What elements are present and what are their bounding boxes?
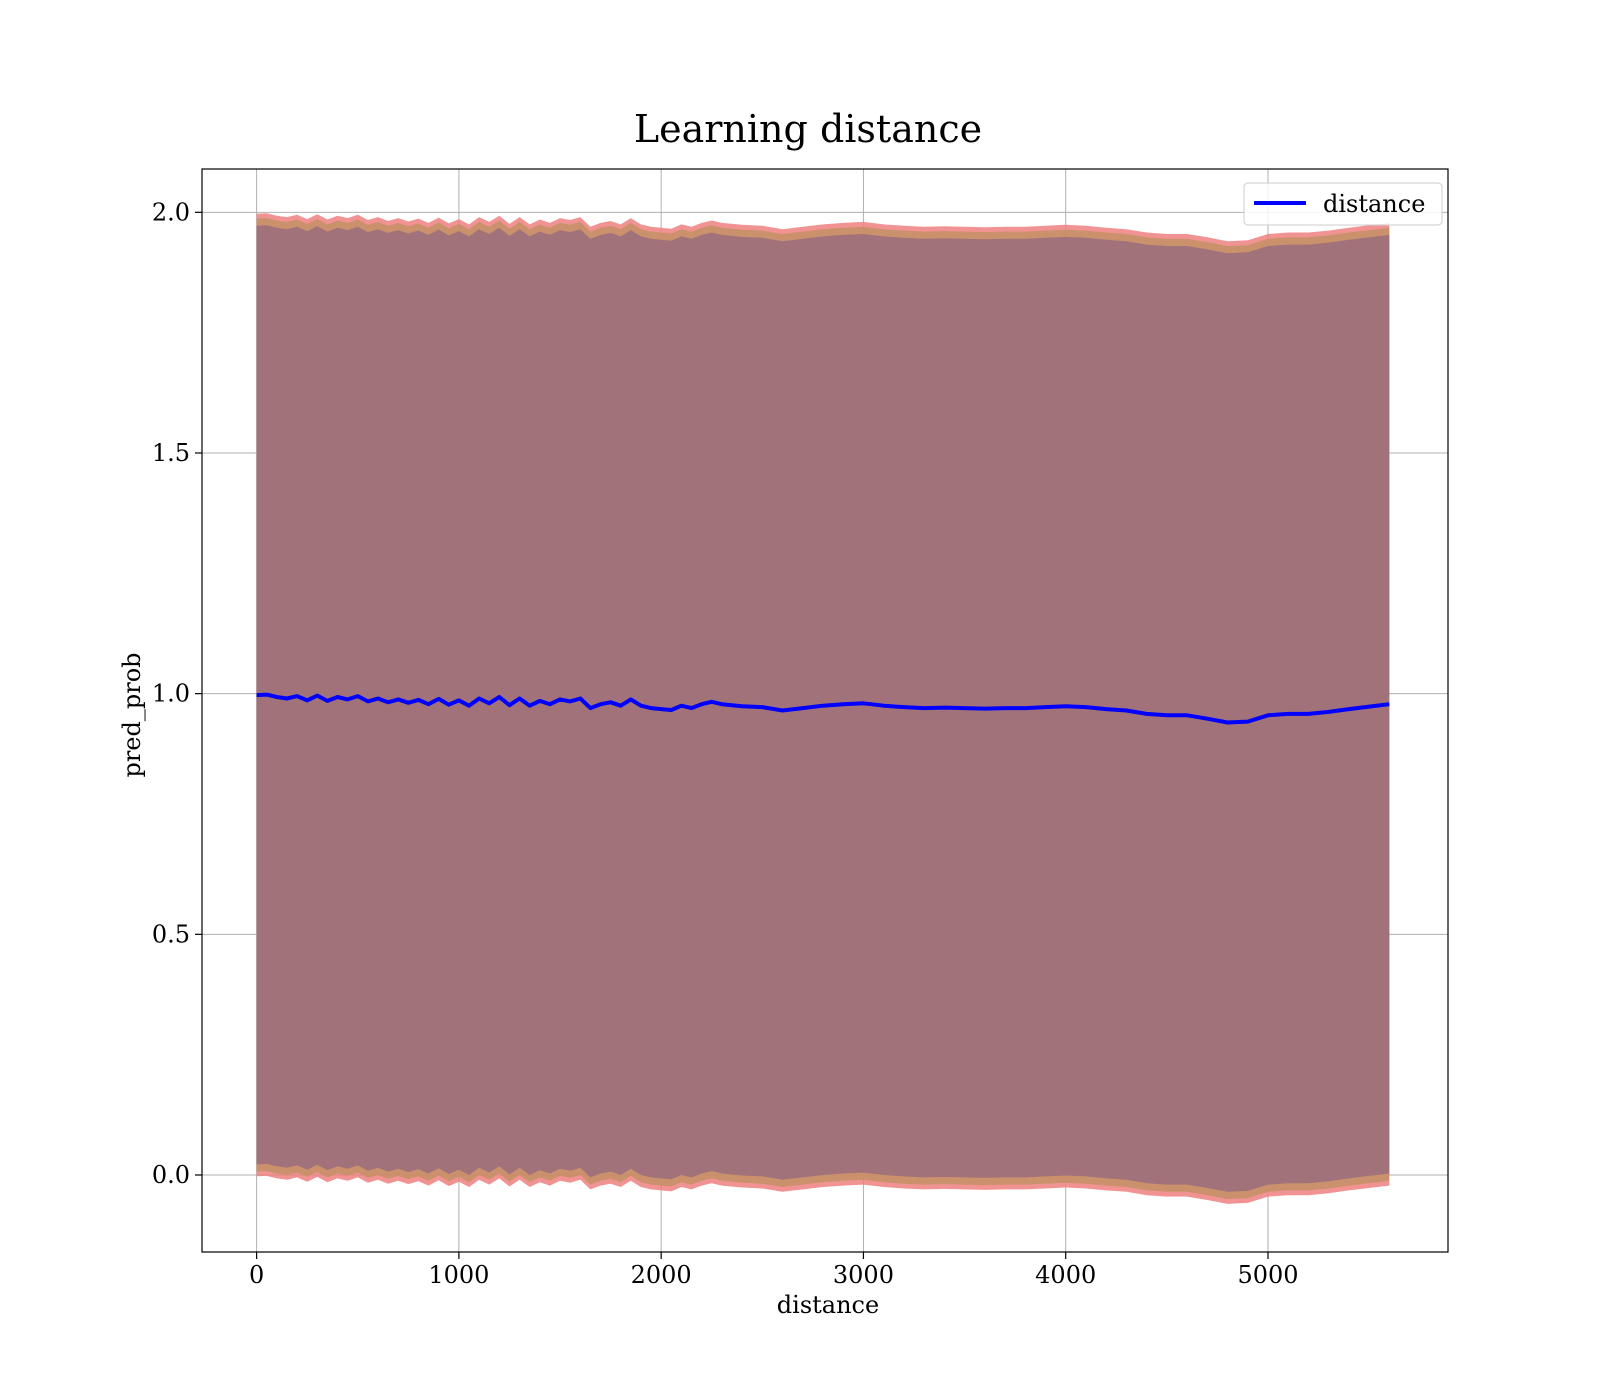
chart-title: Learning distance [634, 107, 982, 151]
band-inner [256, 225, 1390, 1192]
y-tick-label: 0.5 [152, 920, 190, 948]
x-tick-label: 4000 [1035, 1261, 1096, 1289]
legend-label: distance [1323, 190, 1425, 218]
legend: distance [1243, 182, 1443, 226]
y-axis-label: pred_prob [118, 652, 146, 777]
x-tick-label: 3000 [833, 1261, 894, 1289]
x-tick-label: 2000 [631, 1261, 692, 1289]
x-tick-label: 0 [249, 1261, 264, 1289]
series-line-distance [256, 692, 1390, 725]
x-tick-label: 1000 [428, 1261, 489, 1289]
confidence-bands [256, 213, 1390, 1204]
y-tick-label: 1.0 [152, 680, 190, 708]
legend-box [1243, 182, 1443, 226]
series-lines [256, 692, 1390, 725]
x-axis-label: distance [777, 1291, 879, 1319]
y-tick-label: 1.5 [152, 439, 190, 467]
y-tick-label: 0.0 [152, 1161, 190, 1189]
plot-frame [201, 168, 1449, 1253]
y-tick-label: 2.0 [152, 198, 190, 226]
x-axis-ticks: 0 1000 2000 3000 4000 5000 [249, 1252, 1299, 1289]
y-axis-ticks: 0.0 0.5 1.0 1.5 2.0 [152, 198, 202, 1189]
x-tick-label: 5000 [1237, 1261, 1298, 1289]
